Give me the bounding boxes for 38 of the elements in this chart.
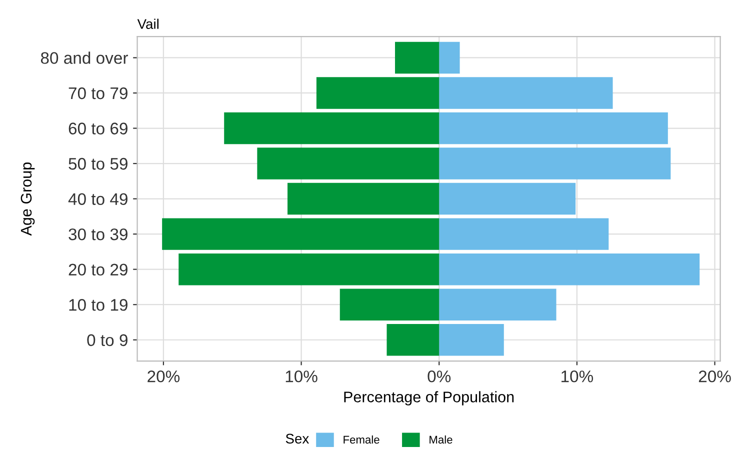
bar (439, 112, 668, 144)
bar (316, 77, 440, 109)
y-tick-label: 30 to 39 (68, 228, 128, 240)
bar (224, 112, 440, 144)
bar (439, 148, 671, 180)
bar (162, 218, 440, 250)
y-axis-title: Age Group (20, 162, 35, 236)
bar (439, 182, 576, 215)
y-tick-label: 60 to 69 (68, 122, 128, 134)
y-tick-label: 10 to 19 (69, 299, 128, 311)
bar (439, 77, 613, 109)
y-tick-label: 50 to 59 (68, 158, 128, 170)
bar (439, 324, 504, 356)
legend-title: Sex (286, 434, 309, 444)
bar (439, 42, 460, 74)
y-tick-label: 0 to 9 (87, 334, 128, 346)
bar (257, 148, 440, 180)
y-tick-label: 70 to 79 (68, 87, 128, 100)
y-tick-label: 80 and over (40, 52, 128, 64)
legend-label: Female (344, 435, 380, 444)
x-tick-label: 20% (148, 370, 180, 382)
x-tick-label: 10% (562, 370, 594, 382)
y-tick-label: 40 to 49 (68, 193, 128, 205)
chart-subtitle: Vail (137, 18, 158, 29)
legend-label: Male (430, 435, 452, 444)
bar (395, 42, 440, 74)
x-tick-label: 0% (428, 370, 451, 382)
bar (340, 288, 440, 320)
bar (439, 253, 700, 286)
bar (386, 324, 440, 356)
bar (439, 218, 609, 250)
bar (288, 182, 440, 215)
y-tick-label: 20 to 29 (68, 264, 128, 276)
x-tick-label: 10% (286, 370, 318, 382)
x-tick-label: 20% (698, 370, 731, 382)
bar (439, 288, 556, 320)
bar (178, 253, 440, 286)
x-axis-title: Percentage of Population (344, 391, 514, 406)
